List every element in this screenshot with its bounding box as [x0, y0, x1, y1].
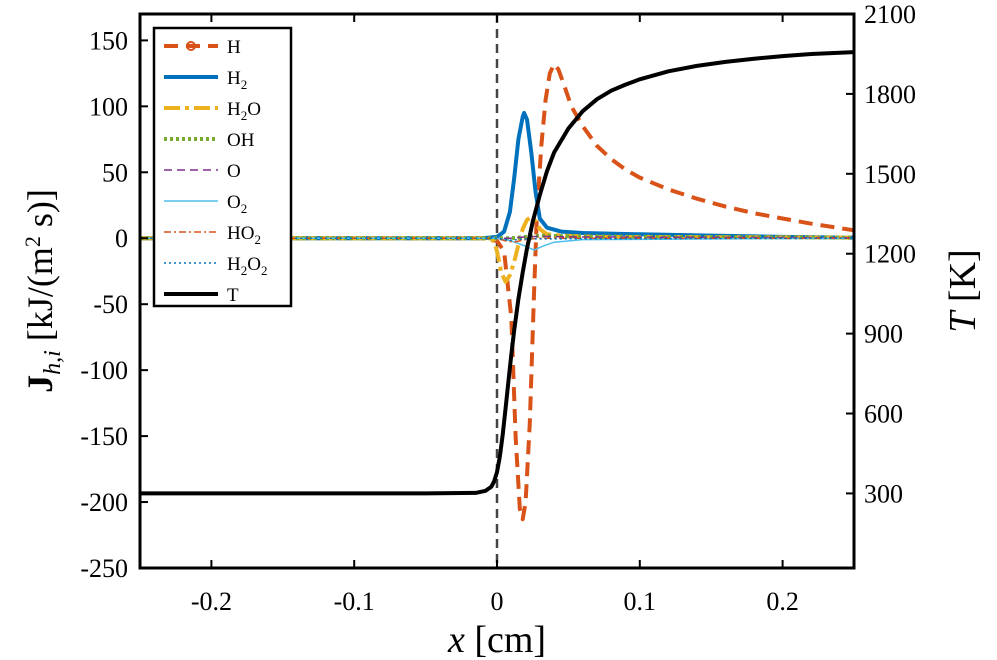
y-right-tick-label: 600 — [864, 400, 903, 429]
x-tick-label: 0.2 — [766, 587, 799, 616]
y-left-unit-sup: 2 — [20, 236, 45, 247]
legend-label-h2o: H2O — [227, 99, 261, 123]
legend: H H2 H2O OH O O2 HO2 H2O2 T — [152, 26, 293, 308]
tick-layer: -0.2 -0.1 0 0.1 0.2 -250 -200 -150 -100 -50 0 50 100… — [80, 0, 916, 616]
legend-label-h2o2: H2O2 — [227, 254, 267, 278]
legend-box — [152, 26, 293, 308]
series-layer — [140, 50, 855, 522]
x-tick-label: -0.2 — [191, 587, 232, 616]
y-right-tick-label: 1500 — [864, 160, 916, 189]
y-left-symbol: J — [20, 375, 60, 393]
x-axis-label: x [cm] — [447, 619, 546, 660]
legend-label-h2: H2 — [227, 68, 247, 92]
series-line-t — [140, 50, 855, 496]
y-right-tick-label: 1800 — [864, 80, 916, 109]
y-right-tick-label: 300 — [864, 479, 903, 508]
y-left-subscript: h,i — [40, 350, 66, 375]
y-right-unit: K — [942, 261, 984, 289]
y-left-tick-label: -250 — [80, 554, 128, 583]
series-line-h — [140, 62, 855, 522]
y-left-unit: kJ/(m — [20, 247, 60, 329]
legend-label-o: O — [227, 161, 241, 182]
x-tick-label: -0.1 — [334, 587, 375, 616]
legend-label-o2: O2 — [227, 192, 247, 216]
y-left-unit-end: s) — [20, 201, 60, 236]
series-line-o — [140, 235, 855, 239]
y-left-tick-label: 150 — [89, 26, 128, 55]
legend-marker-h — [186, 41, 196, 51]
legend-label-oh: OH — [227, 130, 255, 151]
y-axis-right-label: T [K] — [942, 249, 984, 332]
legend-label-ho2: HO2 — [227, 223, 261, 247]
y-left-tick-label: -150 — [80, 422, 128, 451]
legend-label-h: H — [227, 37, 241, 58]
y-right-tick-label: 2100 — [864, 0, 916, 29]
y-left-tick-label: 0 — [115, 224, 128, 253]
y-left-tick-label: 100 — [89, 92, 128, 121]
y-axis-left-label: Jh,i [kJ/(m2 s)] — [20, 189, 66, 393]
series-line-h2 — [140, 110, 855, 241]
y-left-tick-label: -200 — [80, 488, 128, 517]
x-tick-label: 0 — [491, 587, 504, 616]
y-right-variable: T — [942, 309, 984, 333]
y-right-tick-label: 900 — [864, 320, 903, 349]
legend-label-t: T — [227, 285, 239, 306]
y-right-tick-label: 1200 — [864, 240, 916, 269]
y-left-tick-label: 50 — [102, 158, 128, 187]
x-axis-unit: cm — [487, 619, 533, 660]
x-axis-variable: x — [447, 619, 465, 660]
y-left-tick-label: -100 — [80, 356, 128, 385]
y-left-tick-label: -50 — [93, 290, 128, 319]
x-tick-label: 0.1 — [624, 587, 657, 616]
series-line-h2o2 — [140, 237, 855, 241]
